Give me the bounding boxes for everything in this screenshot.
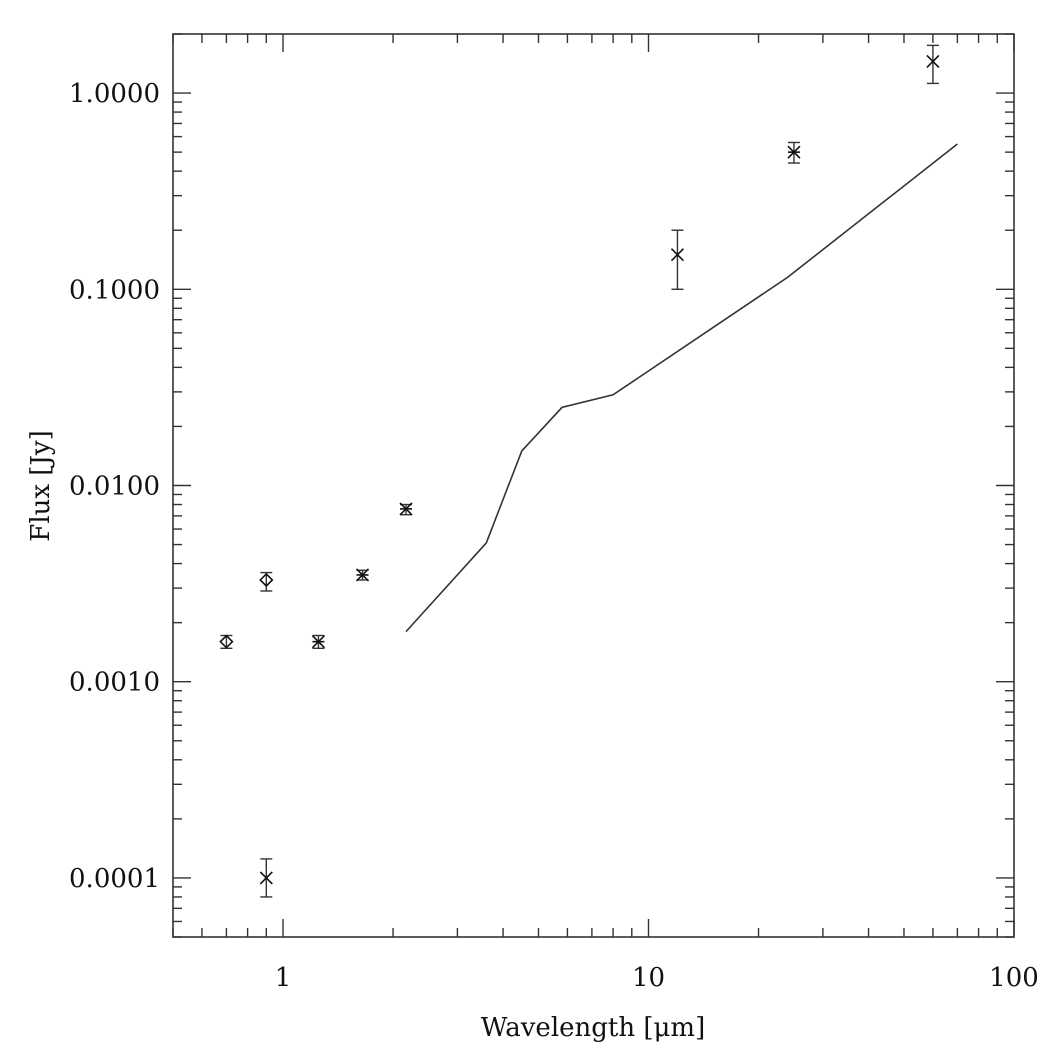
y-tick-label: 1.0000 (69, 79, 160, 109)
y-tick-label: 0.1000 (69, 275, 160, 305)
data-point-asterisk (355, 568, 370, 582)
data-point-asterisk (311, 634, 326, 650)
y-tick-label: 0.0100 (69, 472, 160, 502)
cross-marker-b (926, 54, 940, 68)
tick-labels: 1 10 100 0.0001 0.0010 0.0100 0.1000 1.0000 (69, 79, 1039, 993)
x-tick-label: 100 (989, 963, 1039, 993)
y-axis-label: Flux [Jy] (26, 430, 56, 541)
data-point-cross (670, 229, 685, 290)
data-point-asterisk (399, 502, 413, 516)
plot-frame (172, 33, 1015, 938)
x-tick-label: 1 (275, 963, 292, 993)
data-point-asterisk (787, 141, 801, 164)
data-point-diamond (219, 634, 234, 650)
y-tick-label: 0.0010 (69, 668, 160, 698)
axis-ticks (172, 33, 1015, 938)
model-line (405, 143, 958, 633)
y-tick-label: 0.0001 (69, 864, 160, 894)
data-point-diamond (259, 571, 274, 592)
data-point-cross (259, 858, 273, 898)
cross-marker-b (670, 248, 685, 262)
x-tick-label: 10 (632, 963, 665, 993)
data-points-layer (219, 44, 940, 898)
diamond-marker (259, 572, 274, 588)
data-point-cross (926, 44, 940, 85)
diamond-marker (219, 634, 234, 649)
model-curve-layer (405, 143, 958, 633)
x-axis-label: Wavelength [μm] (481, 1013, 705, 1043)
cross-marker-b (259, 871, 273, 885)
